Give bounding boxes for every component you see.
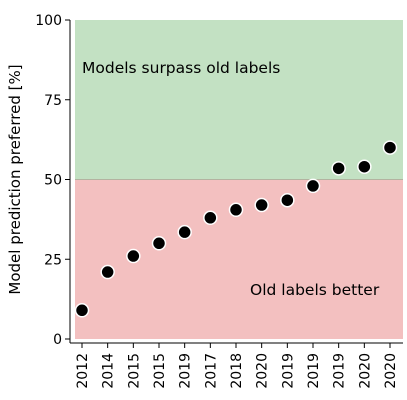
x-tick-label: 2018 [229,353,245,389]
x-tick-label: 2012 [75,353,91,389]
data-point [357,159,372,174]
y-tick-label: 100 [35,13,62,29]
x-tick-label: 2019 [332,353,348,389]
y-tick-label: 0 [53,332,62,348]
x-tick-label: 2014 [101,353,117,389]
data-point [228,202,244,218]
data-point [382,140,398,155]
annotation-old-labels-better: Old labels better [250,281,380,299]
x-tick-label: 2020 [255,353,271,389]
data-point [74,303,90,318]
y-tick-label: 50 [44,173,62,189]
data-point [280,192,295,208]
data-point [305,178,321,194]
x-tick-label: 2019 [306,353,322,389]
annotation-models-surpass: Models surpass old labels [82,59,280,77]
data-point [151,236,167,251]
x-tick-label: 2015 [152,353,168,389]
data-point [126,248,141,264]
data-point [203,210,218,226]
x-tick-label: 2020 [357,353,373,389]
x-tick-label: 2017 [203,353,219,389]
region-models-surpass [75,20,403,180]
x-tick-label: 2020 [383,353,399,389]
data-points [74,140,398,318]
data-point [100,264,115,280]
x-tick-label: 2019 [280,353,296,389]
data-point [177,224,192,240]
x-tick-label: 2019 [178,353,194,389]
axes: 0 25 50 75 100 2012 2014 2015 2015 2019 2017 2018 20… [35,13,403,389]
y-tick-label: 25 [44,252,62,268]
x-tick-label: 2015 [126,353,142,389]
y-axis-label: Model prediction preferred [%] [6,64,24,294]
data-point [254,197,269,213]
y-tick-label: 75 [44,93,62,109]
data-point [331,161,346,176]
